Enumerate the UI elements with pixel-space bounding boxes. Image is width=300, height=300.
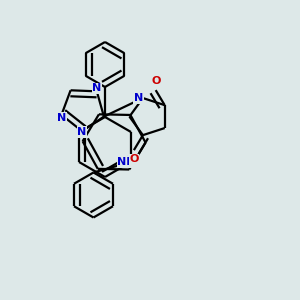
Text: N: N [92, 83, 101, 93]
Text: O: O [151, 76, 160, 86]
Text: N: N [57, 113, 66, 123]
Text: N: N [77, 127, 87, 137]
Text: O: O [129, 154, 139, 164]
Text: NH: NH [117, 157, 136, 167]
Text: N: N [134, 93, 143, 103]
